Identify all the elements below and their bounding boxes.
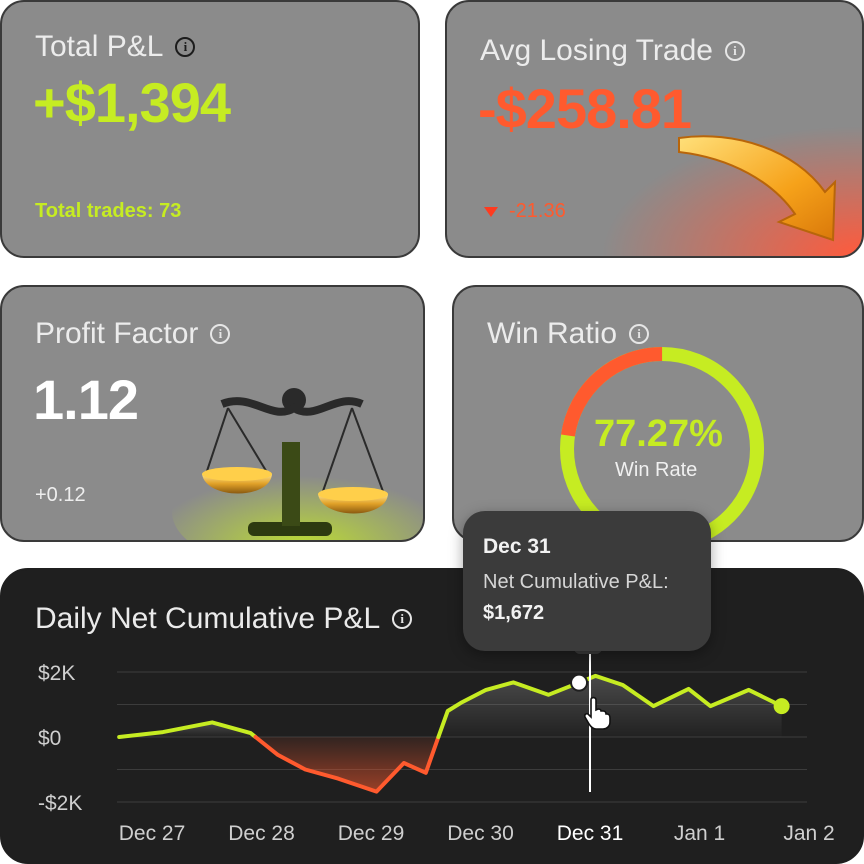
- tooltip-value: $1,672: [483, 602, 545, 624]
- chart-title: Daily Net Cumulative P&L: [35, 602, 381, 635]
- profit-factor-value: 1.12: [33, 368, 139, 431]
- x-tick-label: Dec 28: [228, 822, 295, 845]
- tooltip-date: Dec 31: [483, 535, 551, 558]
- series-line-negative: [253, 735, 441, 794]
- x-tick-label: Dec 30: [447, 822, 514, 845]
- y-tick-label: $0: [38, 727, 61, 750]
- arrow-down-icon: [678, 135, 837, 242]
- scale-icon: [172, 388, 423, 540]
- x-tick-label: Dec 27: [119, 822, 186, 845]
- x-tick-label: Dec 31: [557, 822, 624, 845]
- chart-tooltip: Dec 31 Net Cumulative P&L: $1,672: [463, 511, 711, 651]
- win-rate-label: Win Rate: [615, 459, 698, 481]
- info-icon[interactable]: i: [210, 324, 231, 344]
- avg-losing-value: -$258.81: [478, 77, 692, 140]
- total-pnl-title: Total P&L: [35, 30, 164, 63]
- avg-losing-change-row: -21.36: [483, 200, 566, 223]
- info-icon[interactable]: i: [175, 37, 196, 57]
- avg-losing-title-row: Avg Losing Trade i: [480, 34, 745, 68]
- x-tick-label: Jan 2: [783, 822, 834, 845]
- pnl-line-chart[interactable]: $2K $0 -$2K Dec 27 Dec 28 Dec 29 Dec 30 Dec 31…: [2, 570, 862, 862]
- avg-losing-change: -21.36: [509, 200, 566, 222]
- info-icon[interactable]: i: [724, 41, 745, 61]
- hand-cursor-icon: [583, 696, 611, 730]
- caret-down-icon: [484, 206, 498, 217]
- avg-losing-title: Avg Losing Trade: [480, 34, 713, 67]
- avg-losing-trade-card: Avg Losing Trade i -$258.81 -21.36: [445, 0, 864, 258]
- win-ratio-title-row: Win Ratio i: [487, 317, 650, 351]
- win-ratio-title: Win Ratio: [487, 317, 618, 350]
- y-tick-label: $2K: [38, 662, 75, 685]
- total-trades-text: Total trades: 73: [35, 200, 182, 222]
- profit-factor-card: Profit Factor i 1.12 +0.12: [0, 285, 425, 542]
- negative-area-fill: [255, 737, 439, 792]
- positive-area-fill: [438, 675, 782, 737]
- profit-factor-title: Profit Factor: [35, 317, 199, 350]
- info-icon[interactable]: i: [392, 609, 413, 629]
- hover-point[interactable]: [570, 673, 589, 692]
- total-pnl-title-row: Total P&L i: [35, 30, 196, 64]
- win-ratio-ring: [560, 347, 764, 540]
- win-ratio-card: Win Ratio i 77.27% Win Rate: [452, 285, 864, 542]
- x-tick-label: Jan 1: [674, 822, 725, 845]
- end-point: [773, 698, 790, 715]
- y-tick-label: -$2K: [38, 792, 82, 815]
- profit-factor-title-row: Profit Factor i: [35, 317, 231, 351]
- tooltip-label: Net Cumulative P&L:: [483, 571, 669, 593]
- daily-pnl-chart-card: Daily Net Cumulative P&L i $2K $0 -$2K Dec…: [0, 568, 864, 864]
- info-icon[interactable]: i: [629, 324, 650, 344]
- chart-title-row: Daily Net Cumulative P&L i: [35, 602, 413, 636]
- total-pnl-value: +$1,394: [33, 71, 231, 134]
- series-line-positive: [117, 720, 258, 739]
- win-rate-percent: 77.27%: [594, 413, 723, 455]
- total-pnl-card: Total P&L i +$1,394 Total trades: 73: [0, 0, 420, 258]
- profit-factor-change: +0.12: [35, 484, 86, 506]
- x-tick-label: Dec 29: [338, 822, 405, 845]
